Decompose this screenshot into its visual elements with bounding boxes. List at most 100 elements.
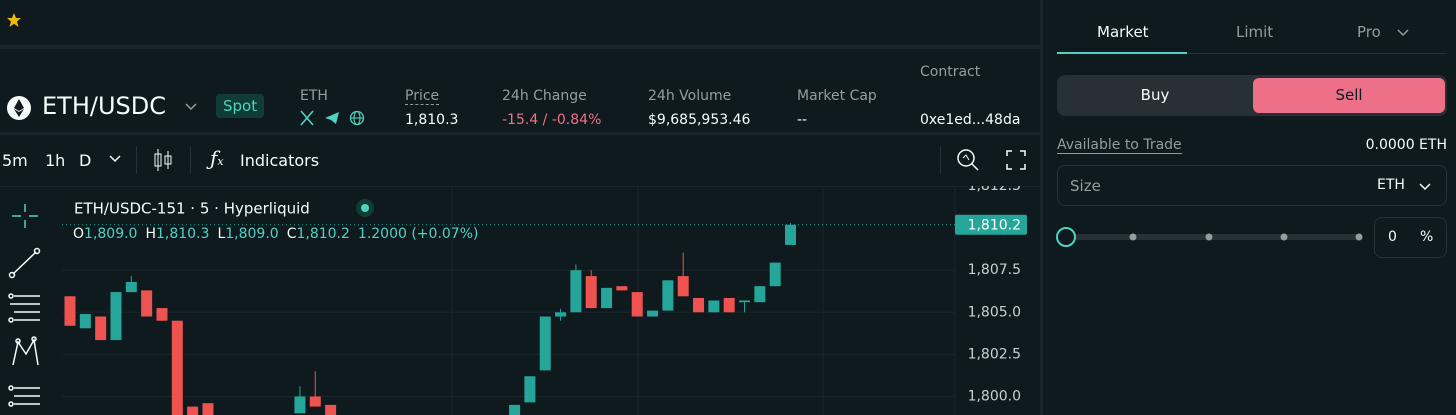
stat-label: Price bbox=[405, 88, 440, 105]
eth-icon bbox=[7, 96, 31, 120]
candle-body bbox=[202, 403, 214, 415]
order-tab[interactable]: Market bbox=[1097, 23, 1149, 41]
stat-value: -- bbox=[797, 112, 808, 128]
chart-title: ETH/USDC-151 · 5 · Hyperliquid bbox=[74, 200, 310, 218]
stat-label: 24h Volume bbox=[648, 88, 732, 104]
fullscreen-icon[interactable] bbox=[1006, 150, 1026, 170]
unit-caret[interactable] bbox=[1418, 182, 1432, 192]
ohlc-value: 1,810.2 bbox=[296, 226, 349, 242]
candle-body bbox=[509, 404, 521, 415]
ohlc-value: 1,809.0 bbox=[225, 226, 278, 242]
candle-body bbox=[631, 292, 643, 317]
ohlc-key: L bbox=[217, 226, 225, 242]
ohlc-legend: O1,809.0 H1,810.3 L1,809.0 C1,810.2 1.2000 (… bbox=[73, 226, 478, 242]
candle-body bbox=[294, 396, 306, 414]
stat-label: Market Cap bbox=[797, 88, 877, 104]
stat-label: 24h Change bbox=[502, 88, 587, 104]
stat-value: 1,810.3 bbox=[405, 112, 459, 128]
order-tab[interactable]: Pro bbox=[1357, 23, 1381, 41]
divider bbox=[0, 45, 1040, 49]
crosshair-tool[interactable] bbox=[12, 204, 38, 228]
candle-body bbox=[769, 262, 781, 287]
favorite-star[interactable] bbox=[6, 12, 22, 28]
divider bbox=[0, 132, 1040, 135]
chart-type-icon[interactable] bbox=[152, 148, 174, 172]
candle-body bbox=[601, 287, 613, 309]
stat-value: $9,685,953.46 bbox=[648, 112, 751, 128]
percent-unit: % bbox=[1420, 229, 1434, 245]
price-chart: 1,812.5 1,807.5 1,805.0 1,802.5 1,800.0 1,810… bbox=[62, 186, 1027, 415]
candle-body bbox=[524, 376, 536, 403]
trendline-tool[interactable] bbox=[8, 247, 41, 279]
size-slider[interactable] bbox=[1054, 225, 1366, 249]
indicators-icon[interactable]: ƒx bbox=[210, 146, 224, 170]
indicators-button[interactable]: Indicators bbox=[240, 151, 320, 170]
candle-body bbox=[141, 290, 153, 317]
token-label: ETH bbox=[300, 88, 328, 104]
y-tick-label: 1,812.5 bbox=[968, 186, 1021, 194]
candle-body bbox=[125, 281, 137, 293]
stat-value: -15.4 / -0.84% bbox=[502, 112, 602, 128]
interval[interactable]: 5m bbox=[2, 151, 28, 170]
candle-body bbox=[79, 313, 91, 329]
size-label: Size bbox=[1070, 177, 1101, 195]
separator bbox=[190, 146, 191, 174]
y-tick-label: 1,805.0 bbox=[968, 304, 1021, 320]
divider bbox=[1040, 0, 1043, 415]
candle-body bbox=[539, 316, 551, 371]
candle-body bbox=[187, 406, 199, 415]
size-unit[interactable]: ETH bbox=[1377, 177, 1405, 193]
pair-name[interactable]: ETH/USDC bbox=[42, 92, 166, 120]
size-input[interactable] bbox=[1057, 165, 1447, 206]
ohlc-change: 1.2000 (+0.07%) bbox=[358, 226, 479, 242]
sell-button[interactable]: Sell bbox=[1253, 78, 1445, 113]
tab-divider bbox=[1057, 53, 1447, 54]
pair-caret[interactable] bbox=[184, 102, 198, 112]
candle-body bbox=[754, 286, 766, 303]
market-badge: Spot bbox=[216, 94, 265, 118]
drawing-tools bbox=[8, 204, 41, 407]
snapshot-icon[interactable] bbox=[956, 147, 980, 171]
candle-body bbox=[570, 270, 582, 313]
candle-body bbox=[110, 292, 122, 341]
forecast-tool[interactable] bbox=[8, 385, 40, 407]
ohlc-value: 1,810.3 bbox=[156, 226, 209, 242]
ohlc-key: C bbox=[287, 226, 297, 242]
ohlc-key: O bbox=[73, 226, 84, 242]
last-price-badge bbox=[955, 214, 1027, 235]
last-price-label: 1,810.2 bbox=[968, 218, 1021, 234]
candle-body bbox=[723, 297, 735, 313]
live-dot bbox=[361, 204, 369, 212]
stat-value: 0xe1ed...48da bbox=[920, 112, 1021, 128]
interval[interactable]: D bbox=[79, 151, 92, 170]
y-tick-label: 1,807.5 bbox=[968, 262, 1021, 278]
candle-body bbox=[156, 308, 168, 321]
candle-body bbox=[708, 300, 720, 313]
candle-body bbox=[677, 276, 689, 297]
candle-body bbox=[64, 296, 76, 326]
candle-body bbox=[662, 280, 674, 311]
candle-body bbox=[585, 276, 597, 309]
candle-body bbox=[95, 316, 107, 341]
pattern-tool[interactable] bbox=[12, 336, 39, 366]
percent-input[interactable] bbox=[1374, 217, 1447, 258]
percent-value: 0 bbox=[1388, 229, 1397, 245]
candle-body bbox=[555, 312, 567, 317]
buy-button[interactable]: Buy bbox=[1140, 86, 1170, 104]
interval-caret[interactable] bbox=[108, 154, 122, 164]
fib-tool[interactable] bbox=[8, 293, 40, 323]
pro-caret[interactable] bbox=[1396, 28, 1410, 38]
ohlc-key: H bbox=[145, 226, 156, 242]
available-label: Available to Trade bbox=[1057, 137, 1182, 154]
separator bbox=[940, 146, 941, 174]
separator bbox=[136, 146, 137, 174]
y-tick-label: 1,800.0 bbox=[968, 388, 1021, 404]
tab-underline bbox=[1057, 52, 1187, 54]
social-links[interactable] bbox=[300, 110, 370, 126]
candle-body bbox=[325, 404, 337, 415]
y-tick-label: 1,802.5 bbox=[968, 346, 1021, 362]
order-tab[interactable]: Limit bbox=[1236, 23, 1274, 41]
interval[interactable]: 1h bbox=[45, 151, 66, 170]
available-value: 0.0000 ETH bbox=[1365, 137, 1447, 153]
